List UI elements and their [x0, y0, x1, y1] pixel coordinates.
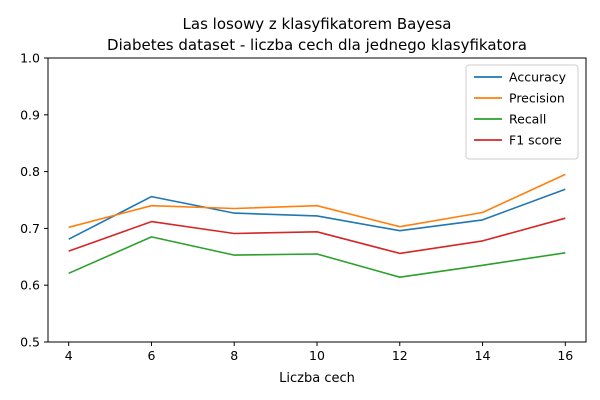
y-tick-label: 1.0 [20, 51, 40, 66]
y-axis-ticks: 0.5 0.6 0.7 0.8 0.9 1.0 [20, 51, 48, 350]
x-tick-label: 4 [65, 348, 73, 363]
legend-label-recall: Recall [509, 112, 546, 127]
y-tick-label: 0.9 [20, 107, 40, 122]
legend: Accuracy Precision Recall F1 score [465, 64, 579, 160]
x-tick-label: 6 [147, 348, 155, 363]
series-line-recall [68, 236, 566, 279]
x-tick-label: 8 [230, 348, 238, 363]
chart-subtitle: Diabetes dataset - liczba cech dla jedne… [107, 36, 527, 54]
x-tick-label: 12 [392, 348, 408, 363]
x-axis-label: Liczba cech [279, 371, 355, 386]
y-tick-label: 0.6 [20, 278, 40, 293]
chart-title: Las losowy z klasyfikatorem Bayesa [183, 15, 452, 33]
series-line-precision [68, 173, 566, 229]
y-tick-label: 0.7 [20, 221, 40, 236]
y-tick-label: 0.5 [20, 335, 40, 350]
x-tick-label: 16 [557, 348, 573, 363]
legend-label-accuracy: Accuracy [509, 70, 567, 85]
x-tick-label: 14 [475, 348, 491, 363]
legend-label-precision: Precision [509, 91, 565, 106]
x-tick-label: 10 [309, 348, 325, 363]
y-tick-label: 0.8 [20, 164, 40, 179]
legend-box [465, 64, 579, 160]
x-axis-ticks: 4 6 8 10 12 14 16 [65, 342, 573, 363]
legend-label-f1-score: F1 score [509, 133, 562, 148]
series-line-f1-score [68, 217, 566, 255]
series-layer [68, 173, 566, 279]
series-line-accuracy [68, 188, 566, 240]
